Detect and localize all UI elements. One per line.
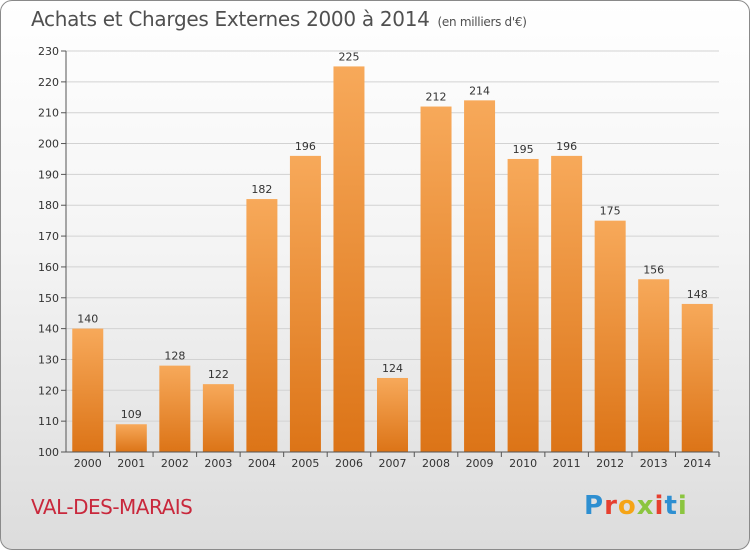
x-tick-label-2004: 2004 xyxy=(248,457,276,470)
value-label-2012: 175 xyxy=(600,205,621,218)
logo-letter: r xyxy=(604,491,618,521)
x-tick-label-2002: 2002 xyxy=(161,457,189,470)
value-label-2005: 196 xyxy=(295,140,316,153)
bar-2008 xyxy=(420,106,452,453)
y-tick-label: 140 xyxy=(38,323,59,336)
value-label-2001: 109 xyxy=(121,408,142,421)
x-tick-label-2010: 2010 xyxy=(509,457,537,470)
value-label-2006: 225 xyxy=(338,50,359,63)
value-labels: 140 109 128 122 182 196 225 124 212 214 195 196 175 1… xyxy=(77,50,707,421)
y-tick-label: 180 xyxy=(38,199,59,212)
logo-letter: i xyxy=(654,491,665,521)
logo-letter: i xyxy=(677,491,688,521)
chart-subtitle: (en milliers d'€) xyxy=(437,15,527,29)
value-label-2010: 195 xyxy=(513,143,534,156)
value-label-2008: 212 xyxy=(426,91,447,104)
x-tick-label-2001: 2001 xyxy=(117,457,145,470)
x-tick-label-2000: 2000 xyxy=(74,457,102,470)
x-axis-ticks: 2000 2001 2002 2003 2004 2005 2006 2007 2008 2009… xyxy=(74,452,720,470)
bar-2010 xyxy=(507,158,539,452)
y-tick-label: 120 xyxy=(38,384,59,397)
x-tick-label-2011: 2011 xyxy=(553,457,581,470)
bar-2006 xyxy=(333,66,365,452)
bar-2013 xyxy=(638,279,670,452)
bar-2009 xyxy=(464,100,496,452)
value-label-2002: 128 xyxy=(164,350,185,363)
commune-name: VAL-DES-MARAIS xyxy=(31,495,193,519)
bar-2014 xyxy=(681,303,713,452)
x-tick-label-2012: 2012 xyxy=(596,457,624,470)
bar-2002 xyxy=(159,365,191,452)
logo-letter: P xyxy=(584,491,605,521)
logo-letter: o xyxy=(617,491,637,521)
y-tick-label: 160 xyxy=(38,261,59,274)
value-label-2014: 148 xyxy=(687,288,708,301)
y-tick-label: 110 xyxy=(38,415,59,428)
value-label-2011: 196 xyxy=(556,140,577,153)
bar-2007 xyxy=(377,377,408,452)
bar-2011 xyxy=(551,155,583,452)
x-tick-label-2009: 2009 xyxy=(466,457,494,470)
x-tick-label-2008: 2008 xyxy=(422,457,450,470)
logo-letter: x xyxy=(636,491,655,521)
bars xyxy=(72,66,713,453)
logo-letter: t xyxy=(664,491,678,521)
y-tick-label: 170 xyxy=(38,230,59,243)
x-tick-label-2007: 2007 xyxy=(379,457,407,470)
x-tick-label-2003: 2003 xyxy=(204,457,232,470)
y-tick-label: 210 xyxy=(38,107,59,120)
y-tick-label: 220 xyxy=(38,76,59,89)
bar-2004 xyxy=(246,199,278,452)
y-tick-label: 130 xyxy=(38,353,59,366)
bar-2012 xyxy=(594,220,626,452)
chart-title: Achats et Charges Externes 2000 à 2014 (e… xyxy=(31,7,527,31)
value-label-2004: 182 xyxy=(251,183,272,196)
value-label-2003: 122 xyxy=(208,368,229,381)
x-tick-label-2013: 2013 xyxy=(640,457,668,470)
bar-2005 xyxy=(289,155,321,452)
value-label-2000: 140 xyxy=(77,313,98,326)
y-tick-label: 200 xyxy=(38,138,59,151)
y-tick-label: 100 xyxy=(38,446,59,459)
x-tick-label-2014: 2014 xyxy=(683,457,711,470)
y-tick-label: 150 xyxy=(38,292,59,305)
y-axis-ticks: 100 110 120 130 140 150 160 170 180 190 200 210 220 2… xyxy=(38,45,66,459)
value-label-2009: 214 xyxy=(469,84,490,97)
proxiti-logo: Proxiti xyxy=(584,491,688,521)
x-tick-label-2006: 2006 xyxy=(335,457,363,470)
value-label-2007: 124 xyxy=(382,362,403,375)
value-label-2013: 156 xyxy=(643,263,664,276)
bar-2001 xyxy=(115,424,147,452)
y-tick-label: 230 xyxy=(38,45,59,58)
bar-2003 xyxy=(202,384,234,452)
chart-title-text: Achats et Charges Externes 2000 à 2014 xyxy=(31,7,430,31)
x-tick-label-2005: 2005 xyxy=(291,457,319,470)
bar-2000 xyxy=(72,328,104,452)
y-tick-label: 190 xyxy=(38,168,59,181)
